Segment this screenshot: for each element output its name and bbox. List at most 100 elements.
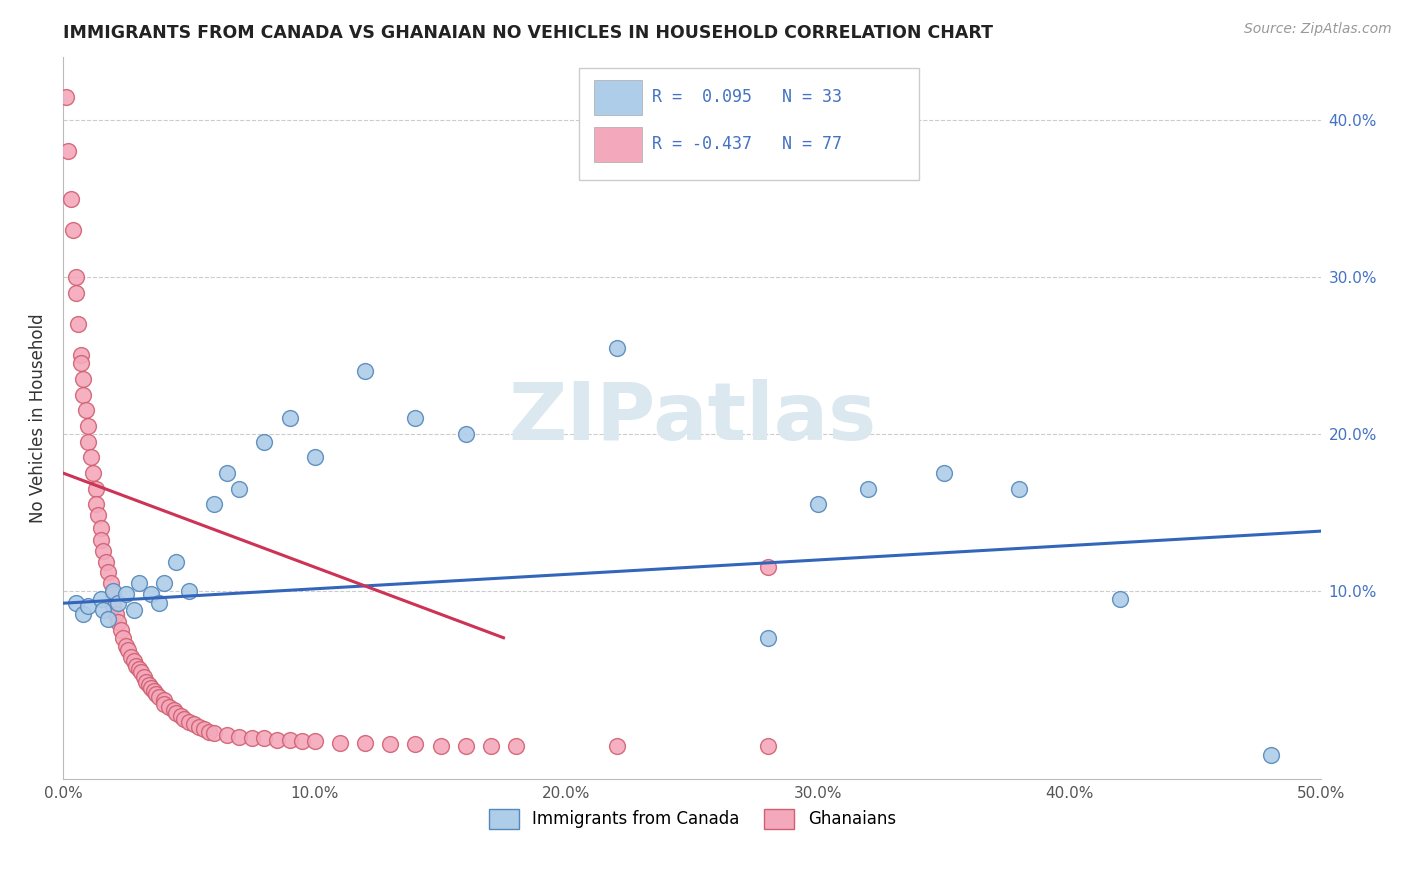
Point	[91, 602, 114, 616]
Point	[354, 736, 377, 750]
Point	[129, 665, 152, 680]
Point	[807, 497, 830, 511]
Point	[69, 348, 91, 362]
Point	[152, 575, 174, 590]
Point	[65, 270, 87, 285]
Text: Source: ZipAtlas.com: Source: ZipAtlas.com	[1244, 22, 1392, 37]
Point	[606, 341, 628, 355]
Point	[59, 192, 82, 206]
Point	[152, 693, 174, 707]
Y-axis label: No Vehicles in Household: No Vehicles in Household	[30, 313, 46, 523]
Point	[304, 450, 326, 465]
Point	[139, 681, 162, 695]
Point	[454, 739, 477, 753]
Point	[77, 599, 100, 614]
Point	[479, 739, 502, 753]
Point	[62, 223, 84, 237]
Point	[117, 643, 139, 657]
Point	[404, 411, 426, 425]
Point	[55, 89, 77, 103]
Point	[198, 724, 221, 739]
Point	[90, 521, 112, 535]
Point	[187, 720, 209, 734]
Point	[122, 654, 145, 668]
Point	[125, 659, 148, 673]
Point	[72, 607, 94, 622]
Point	[429, 739, 451, 753]
Point	[177, 715, 200, 730]
Point	[122, 602, 145, 616]
Point	[103, 599, 125, 614]
Point	[104, 607, 127, 622]
Point	[253, 731, 276, 746]
Point	[72, 387, 94, 401]
Point	[142, 684, 165, 698]
Text: ZIPatlas: ZIPatlas	[508, 379, 876, 457]
Point	[1008, 482, 1031, 496]
Point	[115, 639, 138, 653]
Point	[77, 419, 100, 434]
Point	[253, 434, 276, 449]
FancyBboxPatch shape	[579, 68, 918, 180]
FancyBboxPatch shape	[595, 128, 643, 162]
Point	[97, 612, 120, 626]
Point	[202, 497, 225, 511]
Text: R = -0.437   N = 77: R = -0.437 N = 77	[652, 135, 842, 153]
Point	[202, 726, 225, 740]
Point	[69, 356, 91, 370]
Point	[304, 734, 326, 748]
Point	[110, 623, 132, 637]
Point	[380, 738, 402, 752]
Point	[329, 736, 352, 750]
Point	[77, 434, 100, 449]
Point	[67, 317, 90, 331]
Point	[165, 556, 187, 570]
Point	[215, 728, 238, 742]
Point	[97, 565, 120, 579]
Point	[82, 466, 104, 480]
Point	[278, 732, 301, 747]
Point	[454, 426, 477, 441]
Point	[756, 739, 779, 753]
Point	[107, 615, 129, 629]
Point	[173, 712, 195, 726]
Point	[132, 670, 155, 684]
Point	[1109, 591, 1132, 606]
Text: R =  0.095   N = 33: R = 0.095 N = 33	[652, 88, 842, 106]
Point	[157, 699, 180, 714]
Point	[56, 145, 79, 159]
Point	[72, 372, 94, 386]
Point	[90, 533, 112, 548]
Point	[756, 631, 779, 645]
Point	[128, 662, 150, 676]
Point	[80, 450, 103, 465]
Point	[152, 697, 174, 711]
Point	[84, 497, 107, 511]
Point	[193, 722, 215, 736]
Point	[148, 596, 170, 610]
Point	[139, 587, 162, 601]
Point	[75, 403, 97, 417]
Point	[103, 587, 125, 601]
Point	[107, 596, 129, 610]
FancyBboxPatch shape	[595, 80, 643, 115]
Point	[94, 556, 117, 570]
Point	[90, 591, 112, 606]
Point	[215, 466, 238, 480]
Point	[228, 482, 250, 496]
Point	[115, 587, 138, 601]
Point	[112, 631, 135, 645]
Point	[228, 730, 250, 744]
Point	[505, 739, 527, 753]
Point	[148, 690, 170, 705]
Point	[756, 560, 779, 574]
Point	[120, 649, 142, 664]
Point	[163, 703, 186, 717]
Point	[100, 575, 122, 590]
Point	[165, 706, 187, 720]
Point	[103, 583, 125, 598]
Point	[404, 738, 426, 752]
Point	[291, 734, 314, 748]
Point	[91, 544, 114, 558]
Point	[135, 674, 157, 689]
